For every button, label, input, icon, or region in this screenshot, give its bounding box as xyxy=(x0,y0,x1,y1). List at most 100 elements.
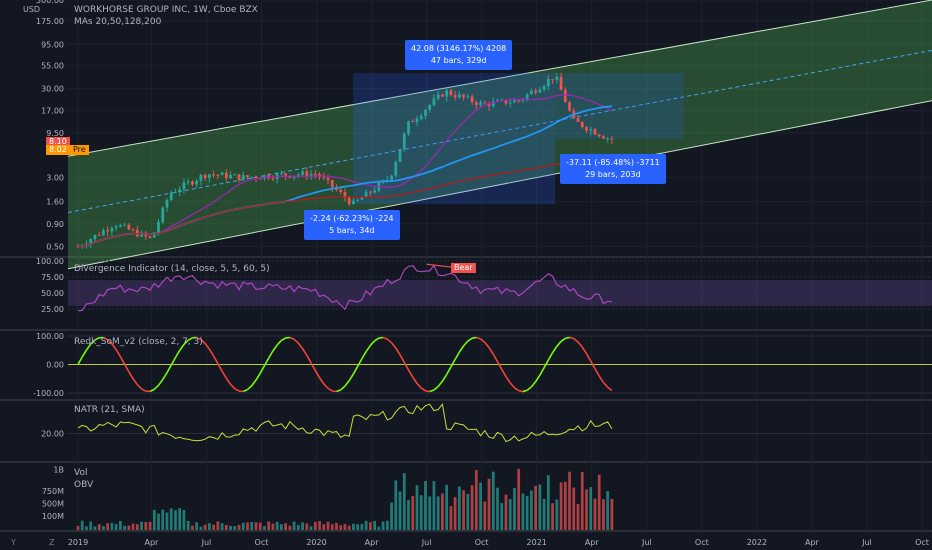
som-seg-9 xyxy=(111,343,117,351)
candle-84 xyxy=(432,98,436,105)
candle-43 xyxy=(258,178,262,180)
candle-85 xyxy=(436,94,440,99)
vol-bar-120 xyxy=(585,489,588,530)
candle-10 xyxy=(118,225,122,227)
som-seg-4 xyxy=(90,339,96,345)
vol-bar-47 xyxy=(275,521,279,530)
som-seg-112 xyxy=(547,352,554,361)
candle-23 xyxy=(174,191,177,193)
vol-bar-125 xyxy=(606,491,610,530)
vol-bar-43 xyxy=(258,522,262,530)
vol-bar-45 xyxy=(267,521,271,530)
volume-pane[interactable] xyxy=(76,468,614,530)
candle-95 xyxy=(479,102,482,106)
vol-bar-59 xyxy=(326,521,330,530)
vol-bar-29 xyxy=(199,526,203,530)
candle-74 xyxy=(390,175,393,180)
natr-pane[interactable] xyxy=(68,403,932,443)
candle-55 xyxy=(309,173,313,177)
pre-price-tag: 8.02 xyxy=(46,145,70,155)
som-seg-24 xyxy=(174,350,181,358)
vol-bar-71 xyxy=(377,526,381,530)
vol-bar-27 xyxy=(191,525,194,530)
som-seg-120 xyxy=(581,346,588,355)
vol-bar-16 xyxy=(144,522,148,530)
som-seg-91 xyxy=(458,345,465,353)
som-seg-102 xyxy=(505,376,511,384)
vol-bar-62 xyxy=(339,525,343,530)
div-tick-3: 25.00 xyxy=(41,305,64,314)
divergence-pane[interactable] xyxy=(68,260,932,312)
candle-102 xyxy=(508,102,512,104)
candle-90 xyxy=(457,94,461,98)
som-seg-119 xyxy=(577,341,583,348)
vol-bar-109 xyxy=(538,484,542,530)
som-seg-106 xyxy=(522,389,528,393)
vol-bar-121 xyxy=(589,487,593,530)
candle-76 xyxy=(398,149,402,163)
som-seg-1 xyxy=(77,356,83,365)
candle-54 xyxy=(305,171,309,177)
vol-bar-110 xyxy=(542,498,546,530)
candle-20 xyxy=(161,207,165,223)
som-seg-47 xyxy=(272,344,278,352)
vol-bar-31 xyxy=(207,523,211,530)
candle-121 xyxy=(589,129,593,131)
som-seg-22 xyxy=(166,364,172,374)
som-pane[interactable] xyxy=(68,335,932,394)
vol-bar-83 xyxy=(428,496,432,530)
price-pane[interactable] xyxy=(76,72,614,249)
candle-52 xyxy=(296,174,300,176)
som-seg-38 xyxy=(234,387,240,392)
corner-y[interactable]: Y xyxy=(11,538,16,547)
som-seg-41 xyxy=(246,385,253,391)
som-seg-84 xyxy=(429,389,435,393)
candle-97 xyxy=(487,103,491,107)
som-seg-18 xyxy=(149,388,155,393)
corner-z[interactable]: Z xyxy=(49,538,55,547)
som-seg-99 xyxy=(492,353,499,363)
candle-106 xyxy=(525,94,529,99)
candle-98 xyxy=(491,101,495,107)
candle-96 xyxy=(483,102,487,104)
som-seg-45 xyxy=(263,357,270,367)
natr-tick-0: 20.00 xyxy=(41,430,64,439)
last-price-tag: 8.10 xyxy=(46,137,70,147)
som-tick-2: -100.00 xyxy=(33,389,64,398)
vol-bar-126 xyxy=(610,498,614,530)
candle-80 xyxy=(415,118,419,122)
vol-bar-35 xyxy=(224,525,228,530)
candle-70 xyxy=(373,190,376,193)
candle-37 xyxy=(233,174,237,176)
vol-bar-18 xyxy=(152,509,156,530)
som-seg-55 xyxy=(306,354,312,364)
som-seg-92 xyxy=(463,340,469,347)
som-seg-11 xyxy=(119,356,126,365)
som-seg-49 xyxy=(280,337,287,342)
vol-bar-64 xyxy=(347,525,351,530)
vol-bar-108 xyxy=(534,485,538,530)
som-tick-1: 0.00 xyxy=(46,361,64,370)
vol-bar-57 xyxy=(318,521,321,530)
ma-20 xyxy=(77,94,613,248)
som-seg-121 xyxy=(585,353,592,362)
candle-65 xyxy=(352,200,355,204)
vol-bar-22 xyxy=(169,508,173,530)
vol-bar-117 xyxy=(572,487,576,530)
divergence-line xyxy=(77,264,612,312)
som-seg-48 xyxy=(276,339,282,346)
vol-bar-76 xyxy=(398,491,402,530)
pre-label: Pre xyxy=(70,145,89,155)
vol-bar-10 xyxy=(118,521,122,530)
candle-38 xyxy=(237,174,241,180)
vol-bar-73 xyxy=(385,520,389,530)
vol-bar-97 xyxy=(487,478,491,530)
measure-up: 42.08 (3146.17%) 4208 47 bars, 329d xyxy=(405,40,513,70)
vol-bar-124 xyxy=(602,499,605,530)
som-seg-60 xyxy=(327,387,333,392)
vol-bar-19 xyxy=(157,513,160,530)
candle-77 xyxy=(402,133,406,150)
vol-bar-81 xyxy=(419,495,423,530)
vol-bar-84 xyxy=(432,481,436,530)
